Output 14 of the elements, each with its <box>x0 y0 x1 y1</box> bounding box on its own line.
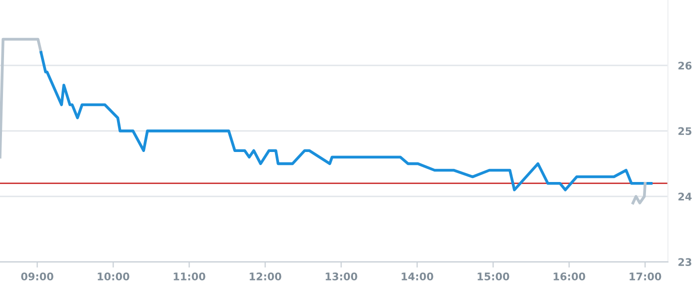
x-tick-label: 11:00 <box>174 272 206 280</box>
x-tick-label: 13:00 <box>326 272 358 280</box>
y-tick-label: 26 <box>678 62 692 70</box>
x-tick-label: 10:00 <box>98 272 130 280</box>
y-tick-label: 25 <box>678 127 692 136</box>
x-tick-label: 12:00 <box>250 272 282 280</box>
x-tick-label: 14:00 <box>402 272 434 280</box>
y-tick-label: 23 <box>678 258 692 266</box>
x-tick-label: 09:00 <box>21 272 54 280</box>
y-tick-label: 24 <box>678 192 692 200</box>
x-tick-label: 15:00 <box>478 272 510 280</box>
line-series <box>40 50 653 192</box>
x-tick-label: 16:00 <box>554 272 586 280</box>
x-tick-label: 17:00 <box>630 272 662 280</box>
